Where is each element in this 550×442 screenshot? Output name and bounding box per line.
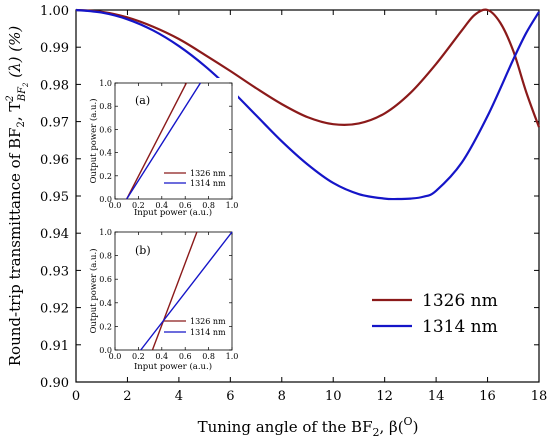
inset-b-y-tick-label: 0.0 xyxy=(99,346,112,355)
inset-b-y-tick-label: 1.0 xyxy=(99,228,112,237)
legend-label-1326: 1326 nm xyxy=(422,291,498,311)
inset-b-x-tick-label: 0.8 xyxy=(202,352,215,361)
main-x-tick-label: 14 xyxy=(428,389,445,404)
inset-b-x-tick-label: 0.0 xyxy=(109,352,122,361)
inset-a-x-tick-label: 0.4 xyxy=(155,201,168,210)
main-legend: 1326 nm 1314 nm xyxy=(372,291,498,337)
main-y-tick-label: 0.98 xyxy=(40,78,69,93)
inset-b-y-tick-label: 0.4 xyxy=(99,299,112,308)
main-x-tick-label: 4 xyxy=(175,389,183,404)
inset-a-series-layer xyxy=(126,82,202,200)
main-series-line-1326-nm xyxy=(75,8,541,128)
main-y-tick-label: 0.94 xyxy=(40,227,69,242)
inset-b-series-layer xyxy=(140,231,233,351)
inset-b-series-line-1326-nm xyxy=(151,231,198,351)
inset-a-y-tick-label: 0.8 xyxy=(99,102,112,111)
main-y-tick-label: 0.95 xyxy=(40,190,69,205)
main-series-layer xyxy=(75,8,541,201)
inset-b-y-tick-label: 0.6 xyxy=(99,275,112,284)
inset-a-y-tick-label: 0.4 xyxy=(99,149,112,158)
inset-a-x-tick-label: 0.8 xyxy=(202,201,215,210)
inset-a-panel-label: (a) xyxy=(135,94,150,107)
inset-a-tick-layer: 0.0 0.2 0.4 0.6 0.8 1.0 0.0 0.2 0.4 0.6 0.8 1.0 xyxy=(99,79,238,210)
main-x-tick-label: 12 xyxy=(376,389,393,404)
main-x-tick-label: 18 xyxy=(531,389,548,404)
inset-a-y-tick-label: 0.6 xyxy=(99,125,112,134)
inset-a-series-line-1326-nm xyxy=(126,82,187,200)
inset-b-x-tick-label: 0.4 xyxy=(155,352,168,361)
main-y-tick-label: 0.96 xyxy=(40,153,69,168)
inset-a-background xyxy=(88,78,238,216)
inset-a-legend-label-1326: 1326 nm xyxy=(190,169,226,178)
inset-b-x-tick-label: 0.2 xyxy=(132,352,145,361)
legend-label-1314: 1314 nm xyxy=(422,317,498,337)
inset-b-y-tick-label: 0.8 xyxy=(99,252,112,261)
inset-a-series-line-1314-nm xyxy=(126,82,202,200)
inset-b-panel-label: (b) xyxy=(135,244,151,257)
inset-a-x-label: Input power (a.u.) xyxy=(134,207,212,218)
inset-a-y-label: Output power (a.u.) xyxy=(88,98,99,183)
inset-b-legend-label-1314: 1314 nm xyxy=(190,328,226,337)
inset-a-x-tick-label: 0.2 xyxy=(132,201,145,210)
main-y-tick-label: 1.00 xyxy=(40,4,69,19)
inset-a-y-tick-label: 0.0 xyxy=(99,195,112,204)
main-x-tick-label: 8 xyxy=(278,389,286,404)
main-x-tick-label: 6 xyxy=(226,389,234,404)
inset-b: 0.0 0.2 0.4 0.6 0.8 1.0 0.0 0.2 0.4 0.6 0.8 1.0 (b)… xyxy=(88,226,238,374)
inset-a-x-tick-label: 0.0 xyxy=(109,201,122,210)
main-y-tick-label: 0.99 xyxy=(40,41,69,56)
inset-b-x-tick-label: 0.6 xyxy=(179,352,192,361)
main-y-tick-label: 0.92 xyxy=(40,302,69,317)
y-axis-label: Round-trip transmittance of BF2, T2BF2 (… xyxy=(5,26,30,367)
main-x-tick-label: 16 xyxy=(479,389,496,404)
inset-b-frame xyxy=(114,231,233,351)
inset-a-legend-label-1314: 1314 nm xyxy=(190,179,226,188)
main-series-line-1314-nm xyxy=(75,8,540,201)
inset-b-tick-layer: 0.0 0.2 0.4 0.6 0.8 1.0 0.0 0.2 0.4 0.6 0.8 1.0 xyxy=(99,228,238,361)
main-y-tick-label: 0.91 xyxy=(40,339,69,354)
inset-a-y-tick-label: 0.2 xyxy=(99,172,112,181)
inset-b-background xyxy=(88,226,238,374)
inset-a-x-tick-label: 1.0 xyxy=(226,201,239,210)
inset-b-x-tick-label: 1.0 xyxy=(226,352,239,361)
main-y-tick-label: 0.97 xyxy=(40,116,69,131)
main-x-tick-label: 10 xyxy=(325,389,342,404)
inset-b-x-label: Input power (a.u.) xyxy=(134,361,212,372)
inset-a-y-tick-label: 1.0 xyxy=(99,79,112,88)
inset-b-series-line-1314-nm xyxy=(140,231,233,351)
main-tick-layer: 0 2 4 6 8 10 12 14 16 18 0.90 0.91 0.92 0.93 0.94 0.95 0… xyxy=(40,4,547,404)
x-axis-label: Tuning angle of the BF2, β(O) xyxy=(198,415,419,439)
main-x-tick-label: 2 xyxy=(123,389,131,404)
inset-b-y-tick-label: 0.2 xyxy=(99,322,112,331)
inset-b-legend-label-1326: 1326 nm xyxy=(190,317,226,326)
inset-a: 0.0 0.2 0.4 0.6 0.8 1.0 0.0 0.2 0.4 0.6 0.8 1.0 (a)… xyxy=(88,78,238,218)
inset-b-y-label: Output power (a.u.) xyxy=(88,248,99,333)
main-y-tick-label: 0.90 xyxy=(40,376,69,391)
main-x-tick-label: 0 xyxy=(72,389,80,404)
inset-a-frame xyxy=(114,82,233,200)
main-y-tick-label: 0.93 xyxy=(40,264,69,279)
inset-a-x-tick-label: 0.6 xyxy=(179,201,192,210)
